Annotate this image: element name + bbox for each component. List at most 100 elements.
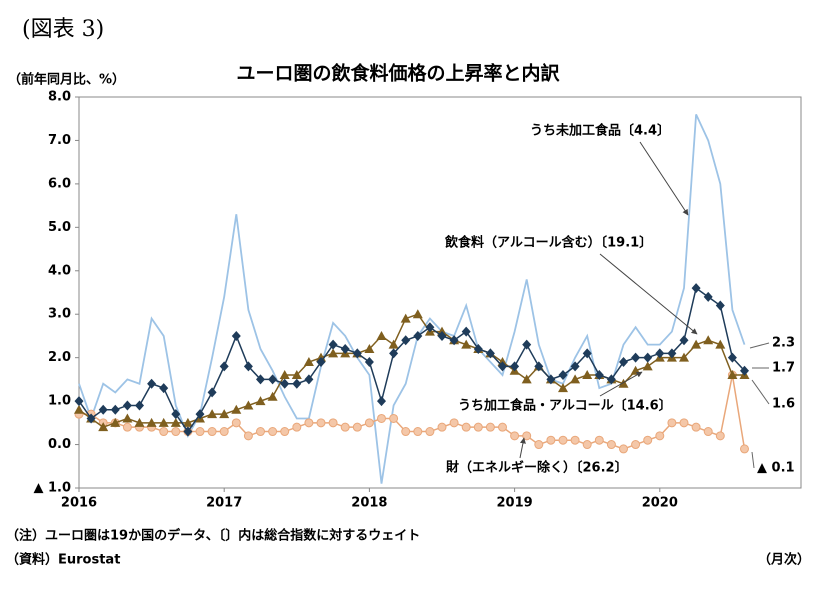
marker	[498, 361, 507, 372]
marker	[292, 378, 302, 389]
marker	[364, 418, 374, 428]
marker	[159, 427, 169, 437]
marker	[280, 427, 290, 437]
marker	[268, 374, 278, 385]
marker	[461, 422, 471, 432]
marker	[619, 357, 628, 368]
marker	[328, 348, 339, 358]
end-label: ▲ 0.1	[757, 461, 795, 476]
marker	[703, 335, 714, 345]
marker	[727, 352, 737, 363]
end-label: 1.7	[772, 361, 795, 376]
marker	[510, 361, 520, 372]
marker	[727, 370, 738, 380]
marker	[255, 396, 266, 406]
marker	[691, 283, 701, 294]
marker	[510, 431, 520, 441]
marker	[328, 418, 338, 428]
marker	[86, 413, 96, 424]
marker	[594, 370, 604, 381]
marker	[195, 409, 205, 420]
y-tick-label: 0.0	[48, 437, 71, 452]
marker	[740, 365, 749, 376]
marker	[461, 339, 472, 349]
marker	[292, 422, 302, 432]
marker	[703, 427, 713, 437]
marker	[171, 427, 181, 437]
marker	[485, 348, 495, 359]
end-leader	[749, 342, 770, 349]
end-leader	[751, 451, 755, 469]
label-arrow	[639, 141, 689, 216]
marker	[715, 431, 725, 441]
marker	[740, 444, 749, 454]
marker	[558, 383, 568, 393]
marker	[582, 370, 593, 380]
marker	[546, 374, 556, 385]
marker	[691, 339, 702, 349]
note: （注）ユーロ圏は19か国のデータ、〔〕内は総合指数に対するウェイト	[6, 528, 420, 544]
note: （資料）Eurostat	[6, 552, 120, 568]
marker	[340, 422, 350, 432]
marker	[570, 361, 580, 372]
marker	[667, 348, 677, 359]
marker	[703, 291, 713, 302]
marker	[485, 422, 495, 432]
x-tick-label: 2016	[61, 496, 97, 511]
marker	[437, 330, 447, 341]
marker	[146, 417, 157, 427]
marker	[219, 361, 229, 372]
label-arrow	[599, 371, 643, 397]
marker	[231, 404, 242, 414]
marker	[377, 413, 386, 423]
marker	[498, 422, 507, 432]
end-label: 1.6	[772, 397, 795, 412]
marker	[570, 435, 580, 445]
marker	[316, 357, 326, 368]
marker	[389, 348, 399, 359]
marker	[158, 417, 169, 427]
marker	[546, 435, 556, 445]
marker	[606, 440, 616, 450]
marker	[534, 440, 544, 450]
marker	[364, 357, 374, 368]
series-label: 財（エネルギー除く）〔26.2〕	[445, 460, 628, 476]
marker	[377, 396, 386, 407]
marker	[643, 435, 653, 445]
marker	[691, 422, 701, 432]
marker	[655, 431, 665, 441]
series-label: 飲食料（アルコール含む）〔19.1〕	[444, 235, 652, 251]
marker	[122, 400, 132, 411]
y-tick-label: 2.0	[48, 350, 71, 365]
y-tick-label: 4.0	[48, 263, 71, 278]
marker	[412, 309, 423, 319]
marker	[461, 326, 471, 337]
marker	[98, 404, 108, 415]
x-tick-label: 2017	[206, 496, 242, 511]
x-tick-label: 2019	[497, 496, 533, 511]
marker	[667, 418, 677, 428]
marker	[642, 361, 653, 371]
plot-frame	[78, 96, 802, 489]
marker	[231, 418, 241, 428]
x-axis-label: （月次）	[758, 552, 810, 568]
y-tick-label: 8.0	[48, 90, 71, 105]
marker	[401, 427, 411, 437]
marker	[135, 400, 144, 411]
marker	[570, 374, 581, 384]
marker	[279, 370, 290, 380]
marker	[631, 352, 641, 363]
marker	[582, 440, 592, 450]
x-tick-label: 2020	[642, 496, 678, 511]
marker	[679, 352, 689, 362]
marker	[679, 335, 689, 346]
figure-label: (図表 3)	[22, 17, 104, 42]
x-tick-label: 2018	[351, 496, 387, 511]
marker	[522, 339, 532, 350]
marker	[303, 357, 314, 367]
marker	[449, 335, 459, 346]
marker	[74, 404, 84, 414]
marker	[352, 422, 362, 432]
marker	[401, 335, 411, 346]
